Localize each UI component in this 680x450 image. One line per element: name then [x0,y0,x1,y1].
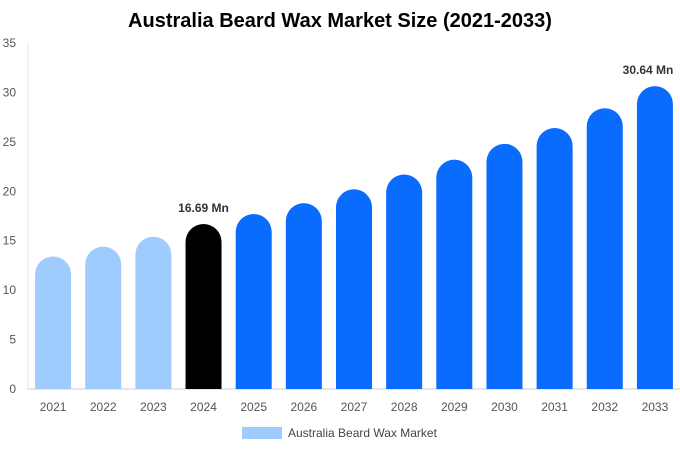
data-label-2033: 30.64 Mn [623,63,674,77]
x-tick-label: 2028 [391,400,418,414]
bar-2024 [185,224,222,389]
x-tick-label: 2024 [190,400,217,414]
y-tick-label: 0 [9,382,16,396]
x-tick-label: 2027 [341,400,368,414]
legend-label: Australia Beard Wax Market [288,426,438,440]
x-tick-label: 2031 [541,400,568,414]
y-tick-label: 10 [3,283,17,297]
bars [35,86,673,389]
x-tick-label: 2025 [240,400,267,414]
bar-2025 [235,214,272,389]
y-tick-label: 20 [3,184,17,198]
x-tick-label: 2029 [441,400,468,414]
bar-2029 [436,159,473,389]
bar-2031 [536,128,573,389]
x-tick-label: 2032 [591,400,618,414]
bar-2032 [586,108,623,389]
y-tick-label: 15 [3,234,17,248]
bar-2023 [135,236,172,389]
x-tick-label: 2033 [642,400,669,414]
bar-2026 [285,203,322,389]
y-tick-label: 30 [3,85,17,99]
bar-2033 [636,86,673,389]
legend-swatch [242,427,282,439]
bar-2030 [486,143,523,389]
y-tick-label: 5 [9,333,16,347]
x-tick-label: 2030 [491,400,518,414]
x-tick-label: 2021 [40,400,67,414]
data-labels: 16.69 Mn 30.64 Mn [178,63,673,215]
bar-2021 [35,256,72,389]
x-tick-label: 2023 [140,400,167,414]
data-label-2024: 16.69 Mn [178,201,229,215]
bar-2022 [85,246,122,389]
x-tick-label: 2026 [290,400,317,414]
bar-2028 [386,174,423,389]
legend: Australia Beard Wax Market [242,426,438,440]
x-tick-label: 2022 [90,400,117,414]
chart-title: Australia Beard Wax Market Size (2021-20… [128,10,552,32]
bar-2027 [336,189,372,389]
y-tick-label: 35 [3,36,17,50]
y-tick-label: 25 [3,135,17,149]
